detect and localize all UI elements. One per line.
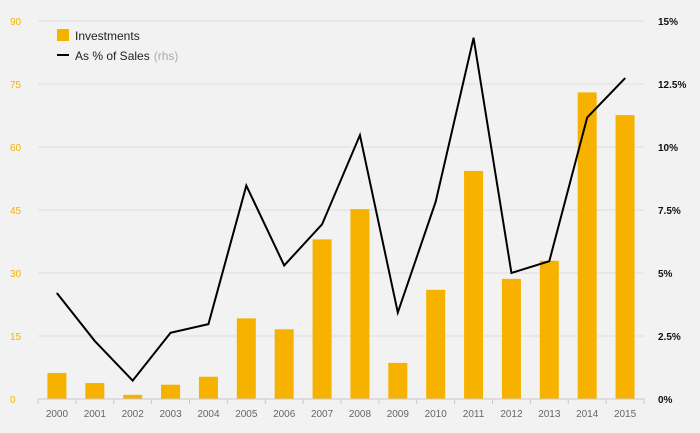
x-axis-ticks: 2000 2001 2002 2003 2004 2005 2006 2007 2008 2009… (37, 398, 645, 420)
x-tick-label: 2007 (311, 409, 334, 420)
x-tick-label: 2002 (122, 409, 145, 420)
line-point-2005 (245, 185, 247, 187)
line-point-2011 (473, 37, 475, 39)
line-point-2010 (435, 201, 437, 203)
right-tick-label: 12.5% (658, 80, 686, 91)
x-tick-label: 2009 (387, 409, 410, 420)
bar-2009 (388, 362, 408, 399)
line-point-2006 (283, 264, 285, 266)
left-tick-label: 90 (10, 17, 22, 28)
x-tick-label: 2014 (576, 409, 599, 420)
x-tick-label: 2001 (84, 409, 107, 420)
left-axis-ticks: 0 15 30 45 60 75 90 (10, 17, 22, 406)
x-tick-label: 2006 (273, 409, 296, 420)
line-point-2012 (510, 272, 512, 274)
x-tick-label: 2004 (197, 409, 220, 420)
right-tick-label: 2.5% (658, 332, 681, 343)
bar-2010 (426, 289, 446, 399)
bar-2015 (615, 115, 635, 399)
line-point-2015 (624, 77, 626, 79)
line-path-percent-of-sales (56, 37, 626, 383)
bar-2004 (198, 376, 218, 399)
line-point-2000 (56, 292, 58, 294)
right-tick-label: 5% (658, 269, 673, 280)
bar-2007 (312, 239, 332, 399)
right-tick-label: 15% (658, 17, 678, 28)
x-tick-label: 2013 (538, 409, 561, 420)
x-tick-label: 2003 (159, 409, 182, 420)
bar-2011 (464, 170, 484, 399)
left-tick-label: 75 (10, 80, 22, 91)
line-point-2009 (397, 312, 399, 314)
right-tick-label: 7.5% (658, 206, 681, 217)
line-point-2013 (548, 260, 550, 262)
bar-2013 (539, 260, 559, 399)
line-point-2007 (321, 223, 323, 225)
x-tick-label: 2015 (614, 409, 637, 420)
left-tick-label: 45 (10, 206, 22, 217)
legend-label-percent-of-sales-main: As % of Sales (75, 49, 150, 63)
line-point-2008 (359, 134, 361, 136)
legend-label-percent-of-sales: As % of Sales (rhs) (75, 49, 178, 63)
bar-2001 (85, 383, 105, 399)
bar-2003 (161, 384, 181, 399)
left-tick-label: 0 (10, 395, 16, 406)
x-tick-label: 2005 (235, 409, 258, 420)
left-tick-label: 15 (10, 332, 22, 343)
legend-label-investments: Investments (75, 29, 140, 43)
legend-label-rhs-suffix: (rhs) (154, 49, 179, 63)
right-axis-ticks: 0% 2.5% 5% 7.5% 10% 12.5% 15% (658, 17, 686, 406)
bar-series-investments (47, 92, 635, 400)
left-tick-label: 30 (10, 269, 22, 280)
bar-2006 (274, 329, 294, 399)
line-point-2003 (170, 332, 172, 334)
legend: Investments As % of Sales (rhs) (57, 29, 178, 63)
x-tick-label: 2010 (425, 409, 448, 420)
x-tick-label: 2011 (463, 409, 485, 420)
line-point-2014 (586, 117, 588, 119)
x-tick-label: 2008 (349, 409, 372, 420)
bar-2000 (47, 372, 67, 399)
x-tick-label: 2000 (46, 409, 69, 420)
line-series-percent-of-sales (56, 37, 626, 383)
right-tick-label: 10% (658, 143, 678, 154)
bar-2002 (123, 394, 143, 399)
line-point-2001 (94, 340, 96, 342)
bar-2005 (236, 318, 256, 399)
legend-swatch-investments (57, 29, 69, 41)
bar-2008 (350, 209, 370, 399)
right-tick-label: 0% (658, 395, 673, 406)
line-point-2002 (132, 380, 134, 382)
bar-2012 (501, 278, 521, 399)
line-point-2004 (207, 323, 209, 325)
bar-2014 (577, 92, 597, 400)
left-tick-label: 60 (10, 143, 22, 154)
x-tick-label: 2012 (500, 409, 523, 420)
